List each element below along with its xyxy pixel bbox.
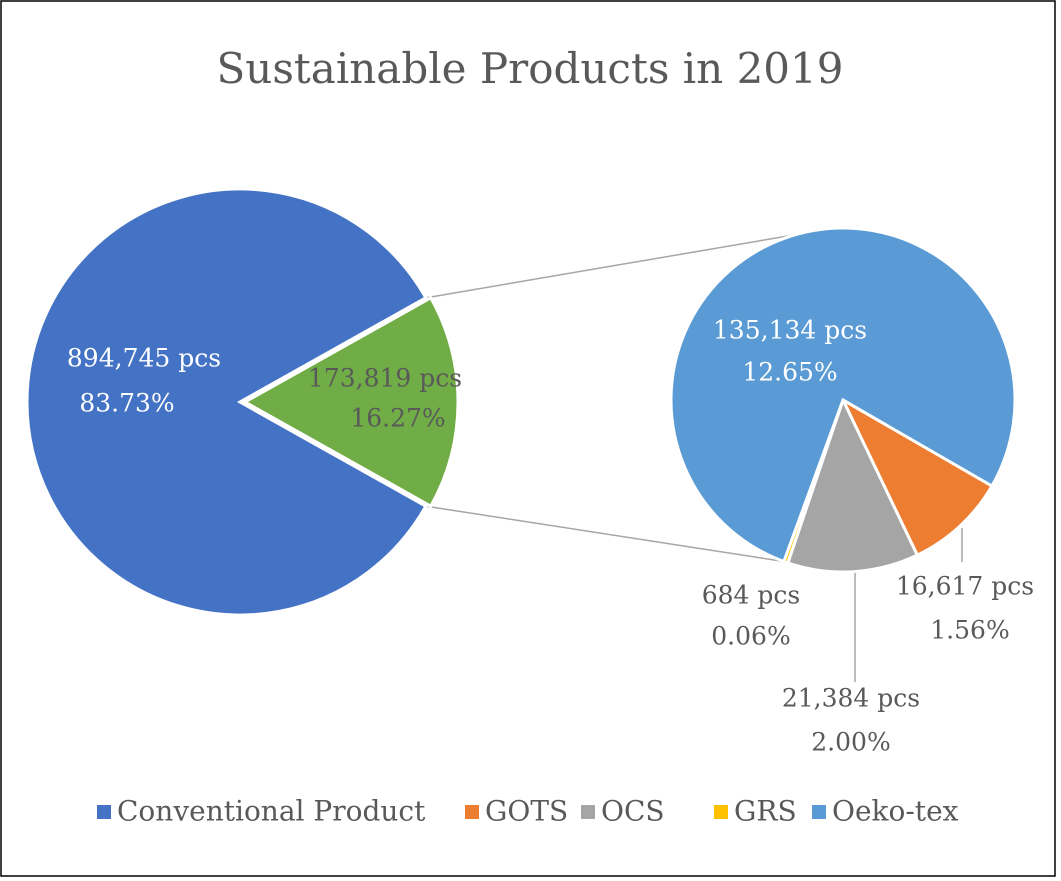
data-label: 12.65% xyxy=(742,358,837,387)
data-label: 135,134 pcs xyxy=(713,316,867,345)
pie-slice xyxy=(785,396,920,574)
data-label: 83.73% xyxy=(79,389,174,418)
chart-title: Sustainable Products in 2019 xyxy=(217,44,844,93)
data-label: 16,617 pcs xyxy=(896,572,1034,601)
legend-label: OCS xyxy=(601,795,665,828)
legend-label: GRS xyxy=(734,795,797,828)
data-label: 684 pcs xyxy=(702,581,801,610)
data-label: 173,819 pcs xyxy=(308,364,462,393)
data-label: 21,384 pcs xyxy=(782,684,920,713)
connector-line xyxy=(425,505,784,563)
data-label: 16.27% xyxy=(350,404,445,433)
legend-swatch xyxy=(97,805,111,819)
data-label: 2.00% xyxy=(811,728,890,757)
legend-label: Oeko-tex xyxy=(832,795,959,828)
connector-line xyxy=(425,233,796,299)
pie-slice xyxy=(669,226,1017,564)
legend-swatch xyxy=(581,805,595,819)
pie-slice xyxy=(839,396,995,558)
data-label: 894,745 pcs xyxy=(67,344,221,373)
pie-slice xyxy=(25,187,428,617)
legend-swatch xyxy=(465,805,479,819)
data-label: 0.06% xyxy=(711,622,790,651)
legend-swatch xyxy=(812,805,826,819)
legend-label: GOTS xyxy=(485,795,568,828)
pie-slice xyxy=(241,295,460,509)
legend-swatch xyxy=(714,805,728,819)
legend-label: Conventional Product xyxy=(117,795,426,828)
data-label: 1.56% xyxy=(930,616,1009,645)
